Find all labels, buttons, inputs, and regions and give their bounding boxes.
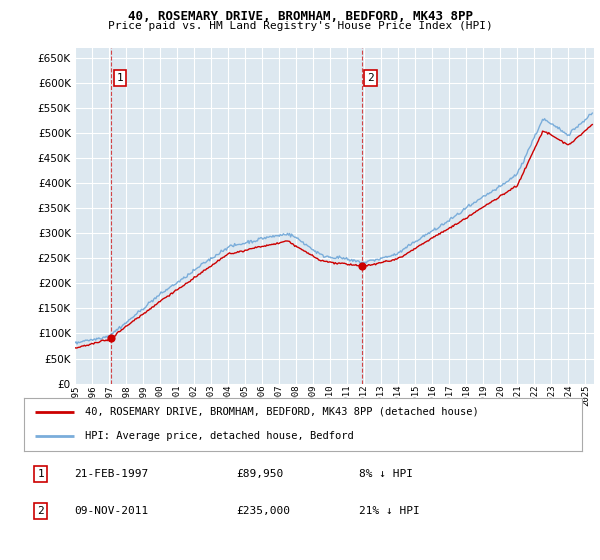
Text: 09-NOV-2011: 09-NOV-2011 <box>74 506 148 516</box>
Text: 21% ↓ HPI: 21% ↓ HPI <box>359 506 419 516</box>
Point <box>357 262 367 270</box>
Text: 8% ↓ HPI: 8% ↓ HPI <box>359 469 413 479</box>
Point <box>106 334 116 343</box>
Text: 2: 2 <box>37 506 44 516</box>
Text: £235,000: £235,000 <box>236 506 290 516</box>
Text: 1: 1 <box>37 469 44 479</box>
Text: £89,950: £89,950 <box>236 469 283 479</box>
Text: 40, ROSEMARY DRIVE, BROMHAM, BEDFORD, MK43 8PP (detached house): 40, ROSEMARY DRIVE, BROMHAM, BEDFORD, MK… <box>85 407 479 417</box>
Text: HPI: Average price, detached house, Bedford: HPI: Average price, detached house, Bedf… <box>85 431 354 441</box>
Text: 2: 2 <box>367 73 374 83</box>
Text: Price paid vs. HM Land Registry's House Price Index (HPI): Price paid vs. HM Land Registry's House … <box>107 21 493 31</box>
Text: 1: 1 <box>116 73 123 83</box>
Text: 21-FEB-1997: 21-FEB-1997 <box>74 469 148 479</box>
Text: 40, ROSEMARY DRIVE, BROMHAM, BEDFORD, MK43 8PP: 40, ROSEMARY DRIVE, BROMHAM, BEDFORD, MK… <box>128 10 473 23</box>
